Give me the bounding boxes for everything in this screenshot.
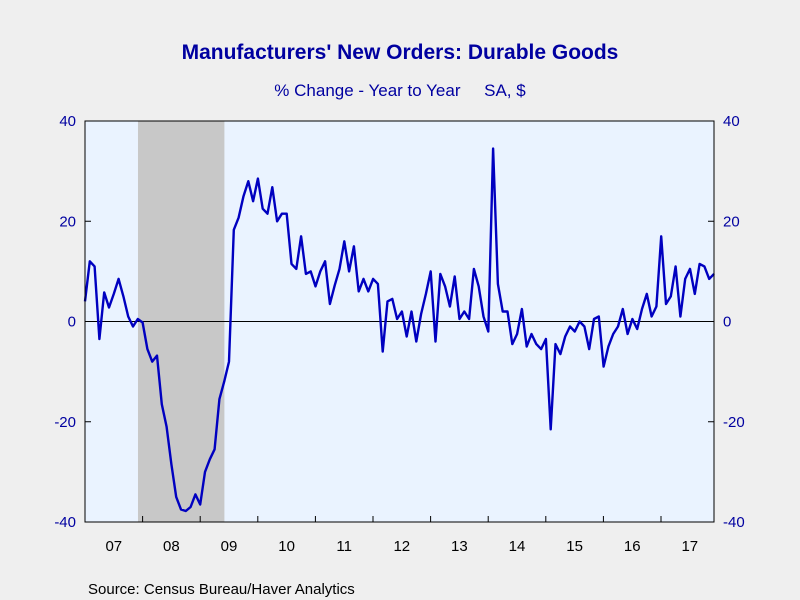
y-tick-label-right: -20: [723, 414, 745, 431]
x-tick-label: 16: [624, 538, 641, 555]
chart-subtitle: % Change - Year to Year SA, $: [274, 81, 526, 100]
x-tick-label: 13: [451, 538, 468, 555]
y-tick-label-right: 0: [723, 314, 731, 331]
x-tick-label: 11: [336, 538, 352, 555]
x-tick-label: 12: [393, 538, 410, 555]
y-tick-label-left: 40: [59, 113, 76, 130]
y-axis-left: -40 -20 0 20 40: [54, 113, 91, 531]
y-axis-right: -40 -20 0 20 40: [708, 113, 745, 531]
y-tick-label-left: 0: [68, 314, 76, 331]
y-tick-label-left: -40: [54, 514, 76, 531]
chart-title: Manufacturers' New Orders: Durable Goods: [182, 41, 619, 64]
series-line: [83, 147, 715, 513]
x-tick-label: 09: [221, 538, 238, 555]
y-tick-label-right: 20: [723, 213, 740, 230]
y-tick-label-left: -20: [54, 414, 76, 431]
source-note: Source: Census Bureau/Haver Analytics: [88, 581, 355, 598]
x-tick-label: 14: [509, 538, 526, 555]
x-tick-label: 08: [163, 538, 180, 555]
x-axis: 07 08 09 10 11 12 13 14 15 16 17: [84, 516, 698, 555]
x-tick-label: 17: [681, 538, 698, 555]
y-tick-label-right: -40: [723, 514, 745, 531]
x-tick-label: 15: [566, 538, 583, 555]
y-tick-label-right: 40: [723, 113, 740, 130]
x-tick-label: 10: [278, 538, 295, 555]
x-tick-label: 07: [105, 538, 122, 555]
y-tick-label-left: 20: [59, 213, 76, 230]
